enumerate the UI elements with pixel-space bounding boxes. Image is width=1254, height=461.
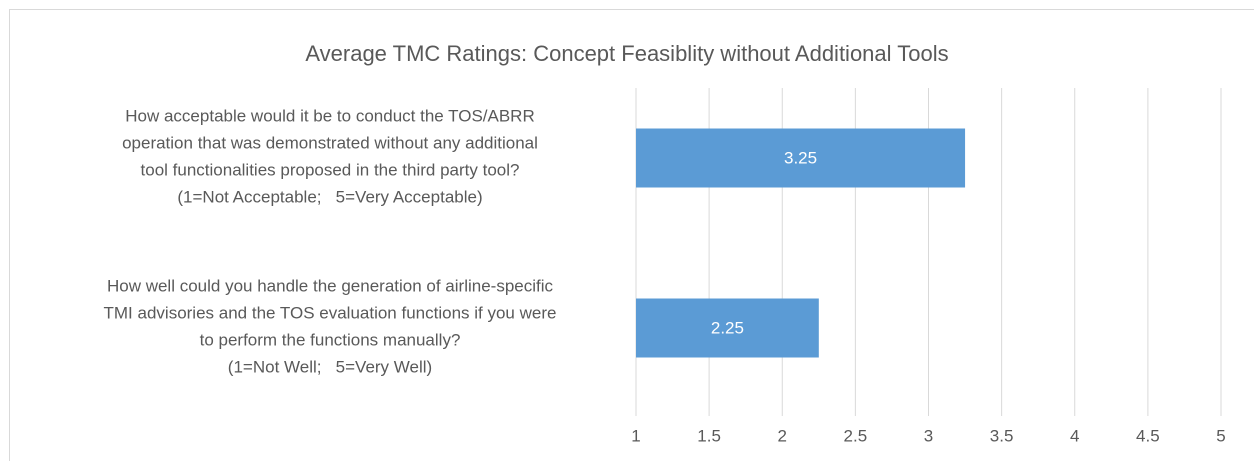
x-tick-label: 5 xyxy=(1216,426,1225,445)
label-line: (1=Not Acceptable; 5=Very Acceptable) xyxy=(177,188,482,207)
label-line: operation that was demonstrated without … xyxy=(122,134,538,153)
bar xyxy=(636,128,966,188)
x-tick-label: 4.5 xyxy=(1136,426,1160,445)
label-line: How well could you handle the generation… xyxy=(107,277,554,296)
label-line: TMI advisories and the TOS evaluation fu… xyxy=(104,304,557,323)
x-tick-label: 3.5 xyxy=(990,426,1014,445)
x-tick-label: 4 xyxy=(1070,426,1079,445)
value-label: 2.25 xyxy=(711,318,744,337)
x-tick-label: 1.5 xyxy=(697,426,721,445)
y-tick-label: How well could you handle the generation… xyxy=(104,277,557,377)
x-tick-label: 2.5 xyxy=(844,426,868,445)
chart-frame xyxy=(9,9,1254,461)
y-tick-label: How acceptable would it be to conduct th… xyxy=(122,107,538,207)
label-line: (1=Not Well; 5=Very Well) xyxy=(228,358,432,377)
bar xyxy=(636,298,819,358)
label-line: to perform the functions manually? xyxy=(200,331,461,350)
label-line: How acceptable would it be to conduct th… xyxy=(125,107,535,126)
chart-title: Average TMC Ratings: Concept Feasiblity … xyxy=(305,41,948,66)
label-line: tool functionalities proposed in the thi… xyxy=(141,161,520,180)
x-tick-label: 1 xyxy=(631,426,640,445)
x-tick-label: 3 xyxy=(924,426,933,445)
value-label: 3.25 xyxy=(784,148,817,167)
x-tick-label: 2 xyxy=(778,426,787,445)
